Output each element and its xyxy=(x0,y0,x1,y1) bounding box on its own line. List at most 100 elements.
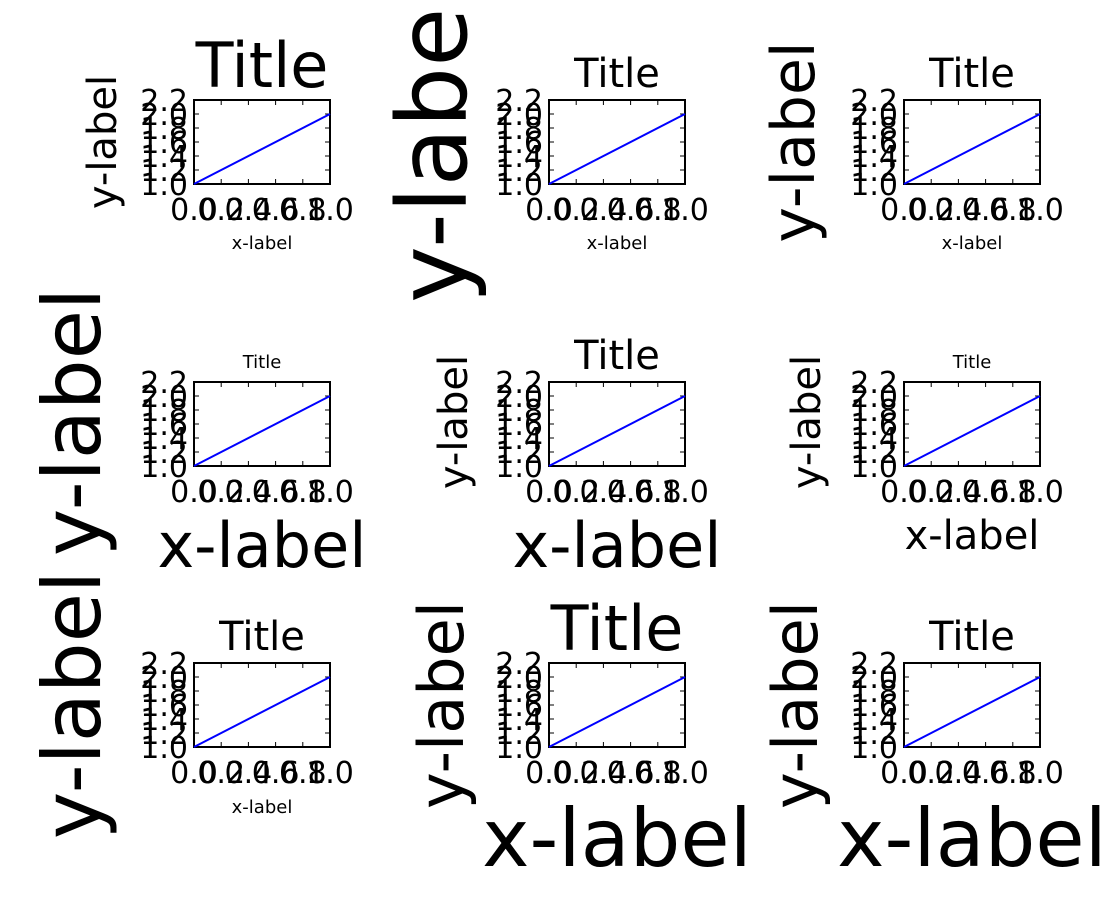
x-tick-label: 1.0 xyxy=(1016,193,1064,228)
x-tick-label: 0.6 xyxy=(607,756,655,791)
series-line xyxy=(548,395,686,467)
y-tick-label: 1.8 xyxy=(140,112,188,147)
y-tick-label: 2.2 xyxy=(495,84,543,119)
series-line xyxy=(193,113,331,185)
x-tick-label: 0.6 xyxy=(962,756,1010,791)
y-tick-label: 1.2 xyxy=(850,436,898,471)
x-tick-label: 0.0 xyxy=(525,193,573,228)
x-axis-label: x-label xyxy=(587,233,648,254)
x-axis-label: x-label xyxy=(512,509,721,582)
x-tick-label: 0.6 xyxy=(252,475,300,510)
y-tick-label: 1.8 xyxy=(850,675,898,710)
y-tick-label: 2.2 xyxy=(140,647,188,682)
x-tick-label: 0.0 xyxy=(525,756,573,791)
x-tick-label: 0.4 xyxy=(225,475,273,510)
y-tick-label: 1.6 xyxy=(495,408,543,443)
y-tick-label: 1.2 xyxy=(140,717,188,752)
subplot-title: Title xyxy=(242,352,282,373)
x-tick-label: 1.0 xyxy=(306,193,354,228)
y-tick-label: 2.2 xyxy=(495,647,543,682)
x-tick-label: 1.0 xyxy=(661,193,709,228)
subplot-4: 0.00.20.40.60.81.01.01.21.41.61.82.02.2T… xyxy=(26,288,367,582)
y-tick-label: 1.6 xyxy=(495,126,543,161)
y-tick-label: 1.4 xyxy=(495,422,543,457)
axes-frame xyxy=(193,381,331,467)
subplot-7: 0.00.20.40.60.81.01.01.21.41.61.82.02.2T… xyxy=(26,571,354,839)
y-tick-label: 1.8 xyxy=(850,112,898,147)
y-tick-label: 1.2 xyxy=(850,717,898,752)
y-tick-label: 1.6 xyxy=(140,689,188,724)
y-tick-label: 1.2 xyxy=(495,436,543,471)
axes-frame xyxy=(193,99,331,185)
x-tick-label: 0.2 xyxy=(907,475,955,510)
y-tick-label: 1.8 xyxy=(140,394,188,429)
axes-frame xyxy=(548,662,686,748)
x-tick-label: 0.8 xyxy=(634,193,682,228)
y-tick-label: 1.6 xyxy=(850,408,898,443)
x-axis-label: x-label xyxy=(837,792,1100,885)
subplot-9: 0.00.20.40.60.81.01.01.21.41.61.82.02.2T… xyxy=(759,601,1100,885)
y-tick-label: 1.6 xyxy=(495,689,543,724)
y-tick-label: 1.4 xyxy=(495,140,543,175)
x-tick-label: 0.8 xyxy=(989,193,1037,228)
x-axis-label: x-label xyxy=(232,797,293,818)
y-axis-label: y-label xyxy=(431,355,477,489)
axes-frame xyxy=(903,99,1041,185)
x-tick-label: 0.2 xyxy=(907,193,955,228)
y-tick-label: 1.8 xyxy=(140,675,188,710)
y-tick-label: 1.6 xyxy=(140,126,188,161)
x-tick-label: 0.2 xyxy=(197,756,245,791)
y-tick-label: 1.8 xyxy=(495,394,543,429)
y-tick-label: 1.4 xyxy=(850,703,898,738)
subplot-title: Title xyxy=(928,51,1015,97)
subplot-5: 0.00.20.40.60.81.01.01.21.41.61.82.02.2T… xyxy=(431,333,722,582)
y-axis-label: y-label xyxy=(26,288,119,556)
x-tick-label: 0.0 xyxy=(880,193,928,228)
y-tick-label: 1.2 xyxy=(495,717,543,752)
x-tick-label: 0.8 xyxy=(279,756,327,791)
x-tick-label: 0.2 xyxy=(907,756,955,791)
y-tick-label: 1.8 xyxy=(850,394,898,429)
y-tick-label: 2.0 xyxy=(850,380,898,415)
x-tick-label: 0.6 xyxy=(252,193,300,228)
x-axis-label: x-label xyxy=(157,509,366,582)
y-tick-label: 2.2 xyxy=(850,366,898,401)
x-tick-label: 0.6 xyxy=(962,475,1010,510)
x-tick-label: 0.6 xyxy=(607,475,655,510)
y-tick-label: 1.6 xyxy=(850,689,898,724)
y-tick-label: 1.8 xyxy=(495,675,543,710)
series-line xyxy=(548,676,686,748)
y-tick-label: 2.0 xyxy=(140,661,188,696)
x-tick-label: 0.6 xyxy=(252,756,300,791)
y-axis-label: y-label xyxy=(759,601,832,809)
subplot-3: 0.00.20.40.60.81.01.01.21.41.61.82.02.2T… xyxy=(759,41,1064,254)
y-tick-label: 2.2 xyxy=(140,366,188,401)
y-tick-label: 2.0 xyxy=(495,380,543,415)
x-axis-label: x-label xyxy=(232,233,293,254)
x-tick-label: 0.4 xyxy=(935,193,983,228)
y-tick-label: 1.0 xyxy=(850,168,898,203)
axes-frame xyxy=(548,99,686,185)
y-tick-label: 2.2 xyxy=(850,84,898,119)
x-tick-label: 0.0 xyxy=(170,756,218,791)
subplot-1: 0.00.20.40.60.81.01.01.21.41.61.82.02.2 T… xyxy=(80,29,354,254)
x-tick-label: 0.8 xyxy=(634,475,682,510)
y-axis-label: y-label xyxy=(377,0,489,303)
y-tick-label: 1.2 xyxy=(495,154,543,189)
series-line xyxy=(193,676,331,748)
y-tick-label: 1.0 xyxy=(850,731,898,766)
y-tick-label: 1.0 xyxy=(495,731,543,766)
x-tick-label: 1.0 xyxy=(661,756,709,791)
y-tick-label: 1.0 xyxy=(495,168,543,203)
y-tick-label: 2.0 xyxy=(495,98,543,133)
x-tick-label: 1.0 xyxy=(661,475,709,510)
x-tick-label: 0.6 xyxy=(962,193,1010,228)
y-axis-label: y-label xyxy=(784,355,830,489)
x-tick-label: 0.2 xyxy=(552,756,600,791)
y-tick-label: 1.4 xyxy=(140,140,188,175)
x-tick-label: 0.2 xyxy=(552,193,600,228)
subplot-title: Title xyxy=(573,333,660,379)
y-tick-label: 1.2 xyxy=(140,436,188,471)
x-axis-label: x-label xyxy=(905,513,1040,559)
